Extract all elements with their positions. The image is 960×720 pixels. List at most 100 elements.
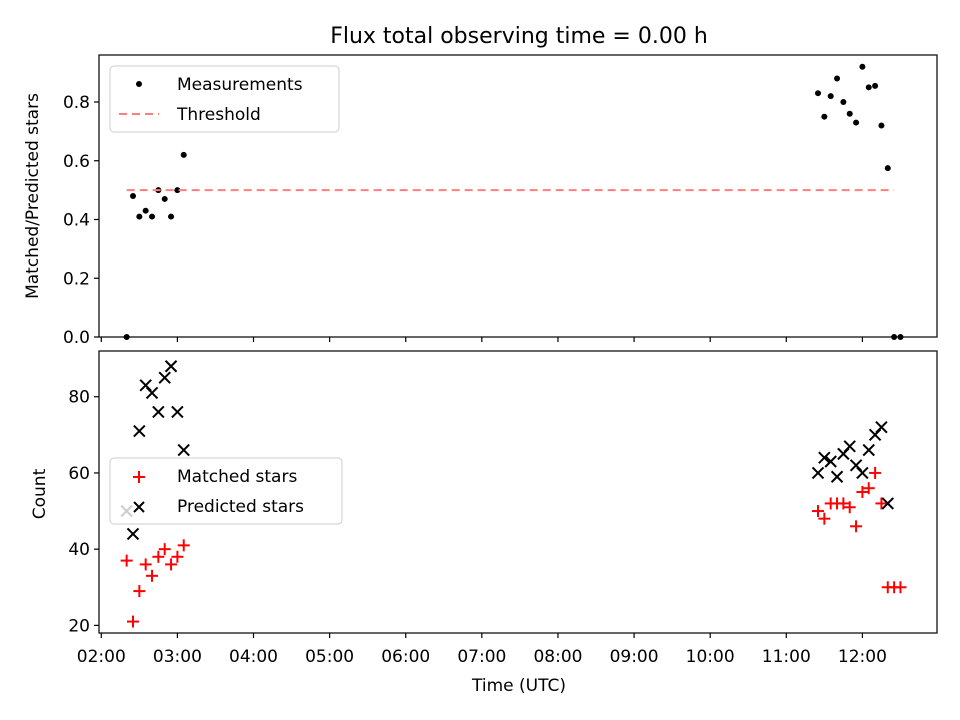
matched-stars-point [856, 486, 869, 498]
measurement-point [815, 90, 822, 97]
predicted-stars-point [811, 466, 825, 480]
predicted-stars-point [164, 360, 178, 373]
measurement-point [846, 110, 853, 117]
x-tick-label: 12:00 [838, 647, 887, 667]
ratio-x-ticks [100, 337, 864, 342]
measurement-point [180, 151, 187, 158]
matched-stars-point [165, 558, 178, 571]
matched-stars-point [894, 581, 907, 594]
matched-stars-point [120, 554, 133, 567]
y-tick-label: 20 [68, 616, 90, 636]
measurement-point [174, 187, 181, 194]
predicted-stars-point [881, 497, 894, 510]
measurement-point [136, 213, 143, 220]
ratio-marks [123, 63, 904, 340]
predicted-stars-point [158, 371, 171, 384]
measurement-point [827, 93, 834, 100]
chart-title: Flux total observing time = 0.00 h [330, 24, 708, 49]
y-tick-label: 0.4 [63, 211, 90, 231]
matched-stars-point [869, 466, 882, 479]
predicted-stars-point [171, 405, 184, 419]
x-tick-label: 04:00 [229, 647, 278, 667]
matched-stars-point [862, 482, 875, 495]
legend-matched-marker [133, 471, 145, 483]
measurement-point [161, 195, 168, 202]
count-marks [120, 360, 907, 628]
predicted-stars-point [830, 470, 844, 483]
predicted-stars-point [126, 527, 140, 541]
predicted-stars-point [177, 443, 190, 457]
matched-stars-point [133, 585, 146, 598]
measurement-point [853, 119, 860, 126]
legend-measurements-label: Measurements [177, 75, 303, 95]
predicted-stars-point [875, 421, 888, 434]
matched-stars-point [850, 520, 863, 533]
x-tick-label: 08:00 [533, 647, 582, 667]
x-tick-label: 11:00 [762, 647, 811, 667]
matched-stars-point [152, 550, 165, 563]
predicted-stars-point [843, 440, 856, 453]
matched-stars-point [126, 615, 139, 628]
matched-stars-point [177, 539, 190, 552]
predicted-stars-point [856, 466, 869, 480]
predicted-stars-point [145, 386, 159, 400]
measurement-point [834, 75, 841, 82]
legend-matched-label: Matched stars [177, 467, 297, 487]
matched-stars-point [146, 569, 159, 582]
measurement-point [142, 207, 149, 214]
y-tick-label: 80 [68, 388, 90, 408]
measurement-point [821, 113, 828, 120]
count-x-ticks: 02:00 03:00 04:00 05:00 06:00 07:00 08:00 09:00… [77, 633, 887, 667]
x-tick-label: 03:00 [153, 647, 202, 667]
matched-stars-point [875, 497, 888, 510]
measurement-point [878, 122, 885, 129]
y-tick-label: 40 [68, 540, 90, 560]
x-tick-label: 10:00 [686, 647, 735, 667]
y-tick-label: 60 [68, 464, 90, 484]
legend-measurements-marker [136, 81, 142, 87]
matched-stars-point [818, 512, 831, 525]
measurement-point [168, 213, 175, 220]
y-tick-label: 0.6 [63, 152, 90, 172]
legend-predicted-label: Predicted stars [177, 497, 304, 517]
ratio-legend-box [109, 65, 340, 133]
matched-stars-point [171, 550, 184, 563]
y-tick-label: 0.8 [63, 93, 90, 113]
measurement-point [129, 193, 136, 199]
y-tick-label: 0.0 [63, 328, 90, 348]
predicted-stars-point [818, 451, 831, 464]
legend-threshold-label: Threshold [176, 105, 261, 125]
count-y-label: Count [30, 468, 50, 519]
predicted-stars-point [824, 455, 837, 468]
ratio-axes-frame [98, 54, 938, 338]
predicted-stars-point [862, 443, 875, 457]
count-y-ticks: 20 40 60 80 [68, 388, 99, 636]
ratio-y-ticks: 0.0 0.2 0.4 0.6 0.8 [63, 93, 99, 348]
x-tick-label: 09:00 [610, 647, 659, 667]
measurement-point [840, 99, 847, 105]
x-axis-label: Time (UTC) [471, 676, 566, 696]
count-axes-frame [98, 350, 938, 634]
measurement-point [872, 82, 879, 89]
measurement-point [859, 63, 866, 70]
measurement-point [149, 213, 156, 220]
ratio-y-label: Matched/Predicted stars [23, 93, 43, 299]
ratio-legend: Measurements Threshold [109, 65, 340, 133]
x-tick-label: 05:00 [305, 647, 354, 667]
matched-stars-point [139, 558, 152, 571]
matched-stars-point [837, 497, 850, 510]
measurement-point [884, 165, 891, 172]
legend-predicted-marker [133, 501, 145, 513]
matched-stars-point [158, 543, 171, 556]
predicted-stars-point [133, 424, 146, 438]
x-tick-label: 02:00 [77, 647, 126, 667]
x-tick-label: 06:00 [381, 647, 430, 667]
count-legend-box [109, 457, 343, 525]
measurement-point [865, 84, 872, 91]
x-tick-label: 07:00 [457, 647, 506, 667]
ratio-panel: 0.00.20.40.60.8 Matched/Predicted stars … [23, 54, 938, 348]
count-legend: Matched stars Predicted stars [109, 457, 343, 525]
y-tick-label: 0.2 [63, 269, 90, 289]
